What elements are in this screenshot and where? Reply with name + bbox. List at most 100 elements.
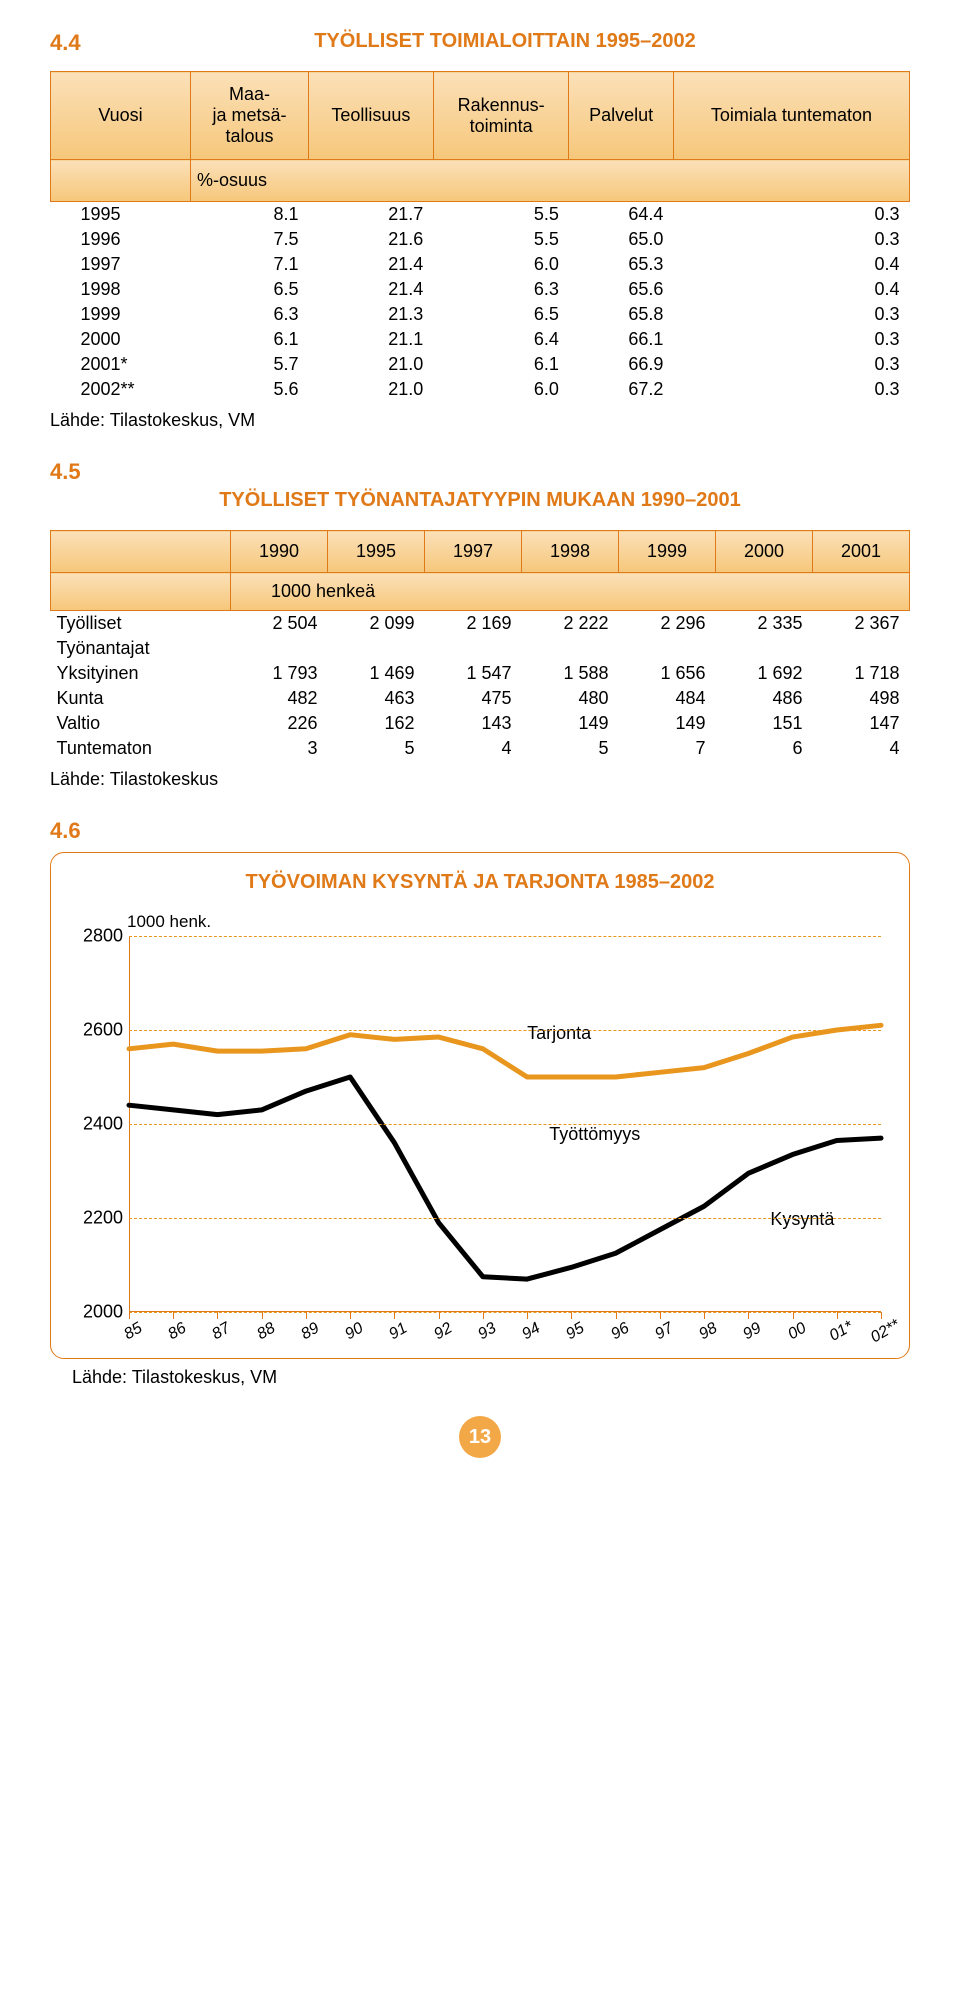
table45-cell bbox=[619, 636, 716, 661]
table45-col-header: 1999 bbox=[619, 531, 716, 573]
x-tick-label: 85 bbox=[121, 1320, 145, 1344]
table45-cell: 1 547 bbox=[425, 661, 522, 686]
table44-cell: 21.4 bbox=[309, 252, 434, 277]
x-tick-label: 94 bbox=[519, 1320, 543, 1344]
table45-cell: 149 bbox=[619, 711, 716, 736]
table45-col-header: 1997 bbox=[425, 531, 522, 573]
table45-cell: 1 656 bbox=[619, 661, 716, 686]
x-tick-label: 92 bbox=[431, 1320, 455, 1344]
x-tick-label: 98 bbox=[696, 1320, 720, 1344]
table45-cell bbox=[716, 636, 813, 661]
table-row: Tuntematon3545764 bbox=[51, 736, 910, 761]
table44-subhead: %-osuus bbox=[191, 160, 910, 202]
chart-series-line bbox=[129, 1077, 881, 1279]
chart-label-tyottomyys: Työttömyys bbox=[549, 1124, 640, 1145]
table44-cell: 6.5 bbox=[191, 277, 309, 302]
chart46-source: Lähde: Tilastokeskus, VM bbox=[72, 1367, 910, 1388]
table44-cell: 66.1 bbox=[569, 327, 673, 352]
y-tick-label: 2800 bbox=[71, 926, 123, 947]
table45-cell: 4 bbox=[425, 736, 522, 761]
table45-cell: 147 bbox=[813, 711, 910, 736]
table45-blank-head bbox=[51, 531, 231, 573]
table44-cell: 21.4 bbox=[309, 277, 434, 302]
table-row: Kunta482463475480484486498 bbox=[51, 686, 910, 711]
table44-cell: 5.6 bbox=[191, 377, 309, 402]
x-tick-label: 90 bbox=[342, 1320, 366, 1344]
table44-year-cell: 1999 bbox=[51, 302, 191, 327]
page-number: 13 bbox=[459, 1416, 501, 1458]
table-row: 19977.121.46.065.30.4 bbox=[51, 252, 910, 277]
table-row: 20006.121.16.466.10.3 bbox=[51, 327, 910, 352]
table44-col-header: Vuosi bbox=[51, 72, 191, 160]
table45-cell: 1 718 bbox=[813, 661, 910, 686]
table44-col-header: Teollisuus bbox=[309, 72, 434, 160]
table45-cell: 5 bbox=[522, 736, 619, 761]
table45-cell: 6 bbox=[716, 736, 813, 761]
table44-cell: 65.6 bbox=[569, 277, 673, 302]
table45-cell: 486 bbox=[716, 686, 813, 711]
table45-cell: 162 bbox=[328, 711, 425, 736]
x-tick bbox=[350, 1312, 351, 1319]
table45-cell: 226 bbox=[231, 711, 328, 736]
x-tick-label: 93 bbox=[475, 1320, 499, 1344]
table-row: Yksityinen1 7931 4691 5471 5881 6561 692… bbox=[51, 661, 910, 686]
table44-year-cell: 2002** bbox=[51, 377, 191, 402]
table44-cell: 0.3 bbox=[673, 202, 909, 228]
section-title-44: TYÖLLISET TOIMIALOITTAIN 1995–2002 bbox=[100, 30, 910, 53]
table44-cell: 21.7 bbox=[309, 202, 434, 228]
table45-cell: 151 bbox=[716, 711, 813, 736]
table45-cell: 480 bbox=[522, 686, 619, 711]
table-45: 1990199519971998199920002001 1000 henkeä… bbox=[50, 530, 910, 761]
section-number-45: 4.5 bbox=[50, 459, 910, 485]
x-tick bbox=[262, 1312, 263, 1319]
table45-cell: 3 bbox=[231, 736, 328, 761]
x-tick bbox=[439, 1312, 440, 1319]
table45-col-header: 1990 bbox=[231, 531, 328, 573]
table44-cell: 6.0 bbox=[433, 377, 569, 402]
table45-cell: 1 469 bbox=[328, 661, 425, 686]
table45-cell: 2 296 bbox=[619, 611, 716, 637]
table44-cell: 0.3 bbox=[673, 352, 909, 377]
table45-cell: 4 bbox=[813, 736, 910, 761]
table44-col-header: Palvelut bbox=[569, 72, 673, 160]
x-tick bbox=[527, 1312, 528, 1319]
y-tick-label: 2600 bbox=[71, 1020, 123, 1041]
table45-cell: 475 bbox=[425, 686, 522, 711]
x-tick-label: 00 bbox=[785, 1320, 809, 1344]
table44-cell: 65.0 bbox=[569, 227, 673, 252]
x-tick-label: 86 bbox=[166, 1320, 190, 1344]
table44-cell: 64.4 bbox=[569, 202, 673, 228]
table45-cell: 1 692 bbox=[716, 661, 813, 686]
table44-cell: 0.4 bbox=[673, 252, 909, 277]
x-tick-label: 87 bbox=[210, 1320, 234, 1344]
x-tick-label: 97 bbox=[652, 1320, 676, 1344]
table45-col-header: 2000 bbox=[716, 531, 813, 573]
table45-cell bbox=[522, 636, 619, 661]
chart-unit-label: 1000 henk. bbox=[127, 912, 211, 932]
table45-cell: 2 335 bbox=[716, 611, 813, 637]
table-row: 19996.321.36.565.80.3 bbox=[51, 302, 910, 327]
x-tick bbox=[217, 1312, 218, 1319]
table44-col-header: Toimiala tuntematon bbox=[673, 72, 909, 160]
table44-cell: 0.4 bbox=[673, 277, 909, 302]
table45-cell: 2 169 bbox=[425, 611, 522, 637]
table45-row-label: Työnantajat bbox=[51, 636, 231, 661]
x-tick bbox=[173, 1312, 174, 1319]
table44-year-cell: 1997 bbox=[51, 252, 191, 277]
table45-cell bbox=[328, 636, 425, 661]
table45-cell: 143 bbox=[425, 711, 522, 736]
table-row: Työnantajat bbox=[51, 636, 910, 661]
table45-row-label: Yksityinen bbox=[51, 661, 231, 686]
table44-year-cell: 2000 bbox=[51, 327, 191, 352]
table-row: 2002**5.621.06.067.20.3 bbox=[51, 377, 910, 402]
table45-cell bbox=[425, 636, 522, 661]
table45-cell bbox=[231, 636, 328, 661]
table-row: 19967.521.65.565.00.3 bbox=[51, 227, 910, 252]
table-row: Työlliset2 5042 0992 1692 2222 2962 3352… bbox=[51, 611, 910, 637]
table44-cell: 5.5 bbox=[433, 227, 569, 252]
chart-label-tarjonta: Tarjonta bbox=[527, 1023, 591, 1044]
gridline bbox=[129, 1124, 881, 1125]
table45-source: Lähde: Tilastokeskus bbox=[50, 769, 910, 790]
table-44: VuosiMaa- ja metsä-talousTeollisuusRaken… bbox=[50, 71, 910, 402]
table44-cell: 5.5 bbox=[433, 202, 569, 228]
